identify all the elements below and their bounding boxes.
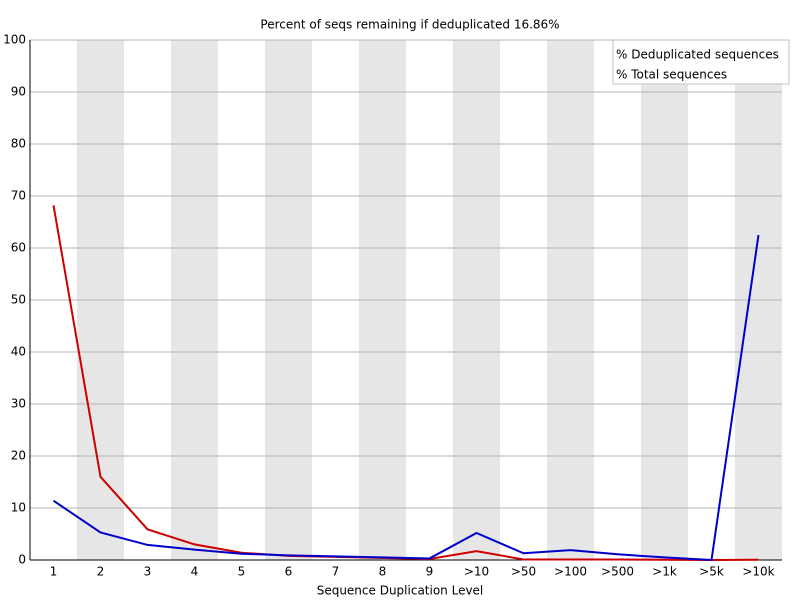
- y-tick-label: 10: [11, 501, 26, 515]
- legend-entry: % Total sequences: [616, 68, 727, 82]
- y-tick-label: 30: [11, 397, 26, 411]
- y-tick-label: 20: [11, 449, 26, 463]
- x-tick-label: >100: [554, 565, 587, 579]
- x-tick-label: 4: [191, 565, 199, 579]
- x-tick-label: >10: [464, 565, 489, 579]
- x-tick-label: >1k: [652, 565, 677, 579]
- x-tick-label: 3: [144, 565, 152, 579]
- x-tick-label: 5: [238, 565, 246, 579]
- y-tick-label: 60: [11, 241, 26, 255]
- x-tick-label: 9: [426, 565, 434, 579]
- series-line: [52, 234, 760, 562]
- y-tick-label: 100: [3, 33, 26, 47]
- chart-title: Percent of seqs remaining if deduplicate…: [260, 18, 559, 32]
- legend-box: [612, 39, 790, 85]
- x-tick-label: 6: [285, 565, 293, 579]
- y-tick-label: 80: [11, 137, 26, 151]
- x-tick-label: 7: [332, 565, 340, 579]
- legend-entry: % Deduplicated sequences: [616, 48, 779, 62]
- y-tick-label: 70: [11, 189, 26, 203]
- y-tick-label: 40: [11, 345, 26, 359]
- x-tick-label: >5k: [699, 565, 724, 579]
- y-tick-label: 90: [11, 85, 26, 99]
- x-tick-label: >500: [601, 565, 634, 579]
- x-tick-label: >50: [511, 565, 536, 579]
- y-tick-label: 50: [11, 293, 26, 307]
- x-axis-label: Sequence Duplication Level: [317, 584, 484, 598]
- y-tick-label: 0: [18, 553, 26, 567]
- x-tick-label: 2: [97, 565, 105, 579]
- x-tick-label: >10k: [742, 565, 774, 579]
- x-tick-label: 1: [50, 565, 58, 579]
- x-tick-label: 8: [379, 565, 387, 579]
